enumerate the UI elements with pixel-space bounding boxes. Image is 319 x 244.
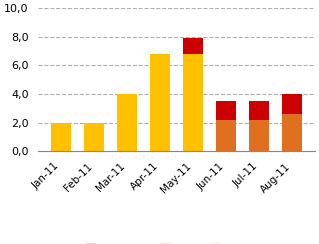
Bar [150,54,170,151]
Bar [249,120,269,151]
Bar [282,114,302,151]
Bar [117,94,137,151]
Legend: Germany, Italy, Slovakia: Germany, Italy, Slovakia [81,240,272,244]
Bar [216,101,236,120]
Bar [183,54,203,151]
Bar [282,94,302,114]
Bar [84,123,104,151]
Bar [183,38,203,54]
Bar [51,123,71,151]
Bar [216,120,236,151]
Bar [249,101,269,120]
